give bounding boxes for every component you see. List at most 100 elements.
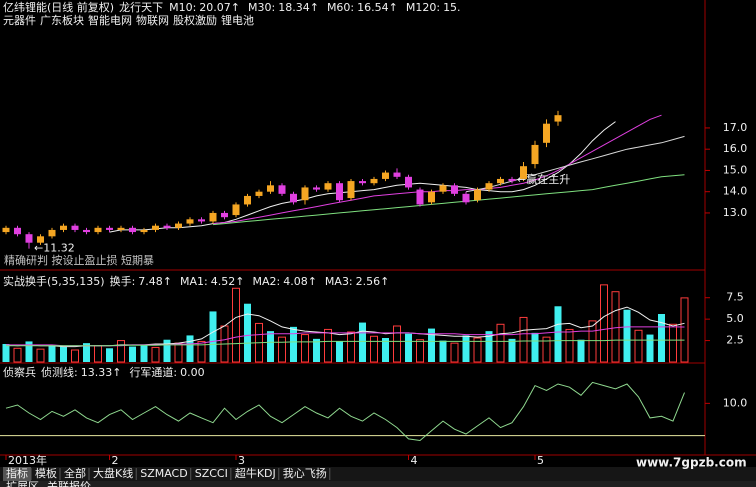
bar: [83, 343, 90, 362]
bar: [244, 303, 251, 362]
candle-body: [232, 204, 240, 216]
tab-active: [3, 467, 31, 481]
series-line: [6, 339, 685, 347]
candle-body: [370, 178, 378, 184]
candle-body: [117, 227, 125, 230]
y-tick-label: 14.0: [723, 185, 748, 198]
bar: [313, 338, 320, 362]
bar: [508, 338, 516, 362]
y-tick-label: 5.0: [726, 312, 744, 325]
status-item[interactable]: 扩展区: [6, 479, 39, 487]
candle-body: [508, 178, 516, 182]
candle-body: [474, 189, 481, 201]
legend-name: M30:: [248, 1, 275, 14]
legend-name: MA3:: [325, 275, 353, 288]
bar: [370, 335, 378, 363]
candle-body: [405, 176, 412, 188]
tab[interactable]: 模板: [35, 466, 57, 480]
sector-tag: 智能电网: [88, 13, 132, 27]
bar: [542, 336, 551, 363]
bar: [60, 346, 67, 362]
tab[interactable]: 指标: [6, 466, 28, 480]
y-tick-label: 16.0: [723, 142, 748, 155]
candle-body: [186, 219, 194, 224]
x-tick-label: 2013年: [8, 453, 47, 467]
y-tick-label: 15.0: [723, 163, 748, 176]
series-line: [5, 381, 685, 442]
sector-tag: 元器件: [3, 14, 36, 27]
bar: [301, 334, 309, 363]
candle-body: [140, 229, 148, 233]
candle-body: [244, 195, 251, 205]
bar: [531, 332, 539, 362]
bar: [163, 339, 171, 362]
bar: [439, 340, 447, 362]
tab[interactable]: 我心飞扬: [283, 466, 327, 480]
panel-subtitle: 龙行天下: [119, 1, 163, 14]
bar: [129, 346, 136, 362]
legend-value: 13.33↑: [81, 366, 122, 379]
bar: [462, 335, 470, 362]
bar: [71, 349, 79, 363]
bar: [577, 339, 585, 362]
bar: [267, 331, 274, 362]
candle-body: [152, 225, 159, 230]
panel-title: 亿纬锂能(日线 前复权): [3, 0, 114, 14]
legend-name: 换手:: [110, 274, 136, 288]
x-tick-label: 4: [411, 454, 418, 467]
legend-name: M60:: [327, 1, 354, 14]
candle-body: [485, 183, 493, 190]
legend-value: 4.08↑: [283, 275, 317, 288]
legend-name: M10:: [169, 1, 196, 14]
candle-body: [301, 187, 309, 201]
legend-value: 16.54↑: [357, 1, 398, 14]
candle-body: [324, 183, 332, 190]
tab[interactable]: 全部: [64, 466, 86, 480]
candle-body: [543, 123, 550, 143]
candle-body: [14, 227, 21, 235]
tab[interactable]: SZMACD: [140, 467, 188, 480]
bar: [278, 336, 286, 363]
bar: [658, 314, 665, 362]
legend-name: MA2:: [252, 275, 280, 288]
bar: [669, 323, 677, 363]
tab[interactable]: 超牛KDJ: [235, 466, 276, 480]
bar: [588, 320, 597, 363]
candle-body: [520, 166, 527, 179]
status-item[interactable]: 关联报价: [47, 479, 91, 487]
bar: [623, 309, 631, 362]
candle-body: [209, 212, 217, 222]
x-tick-label: 5: [537, 454, 544, 467]
candle-body: [382, 172, 389, 179]
candle-body: [428, 191, 435, 203]
bar: [25, 341, 33, 362]
legend-name: MA1:: [180, 275, 208, 288]
bar: [151, 346, 160, 363]
candle-body: [2, 227, 10, 233]
bar: [405, 333, 412, 362]
candle-body: [313, 187, 320, 190]
bar: [48, 344, 56, 362]
bar: [197, 340, 206, 363]
tab-bar: [0, 467, 756, 481]
bar: [611, 291, 620, 363]
candle-body: [336, 183, 343, 201]
bar: [554, 306, 562, 362]
candle-body: [347, 181, 355, 199]
candle-body: [129, 227, 136, 233]
tab[interactable]: 大盘K线: [93, 466, 133, 480]
legend-name: 侦测线:: [41, 365, 78, 379]
legend-name: M120:: [406, 1, 440, 14]
candle-body: [83, 229, 90, 233]
bar: [473, 337, 482, 363]
bar: [36, 348, 45, 363]
panel-title: 侦察兵: [3, 365, 36, 379]
bar: [324, 328, 332, 363]
candle-body: [221, 212, 228, 218]
candle-body: [198, 219, 205, 222]
tab[interactable]: SZCCI: [195, 467, 228, 480]
bar: [347, 331, 355, 363]
x-tick-label: 3: [238, 454, 245, 467]
bar: [106, 348, 113, 362]
